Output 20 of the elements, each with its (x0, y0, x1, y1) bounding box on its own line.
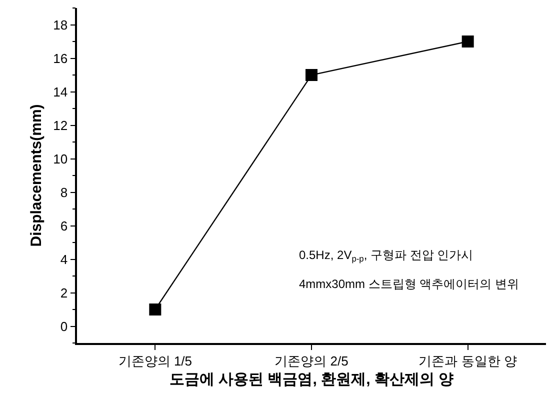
y-tick-label: 6 (60, 218, 68, 234)
x-tick-label: 기존양의 2/5 (274, 353, 348, 368)
annotation: 0.5Hz, 2V$_{p-p}$, 구형파 전압 인가시 (299, 248, 474, 264)
y-axis-title: Displacements(mm) (28, 104, 45, 247)
y-tick-label: 4 (60, 252, 68, 267)
annotation: 4mmx30mm 스트립형 액추에이터의 변위 (299, 277, 520, 291)
x-axis-title: 도금에 사용된 백금염, 환원제, 확산제의 양 (169, 370, 454, 388)
y-tick-label: 8 (60, 184, 68, 200)
y-tick-label: 0 (60, 318, 68, 334)
y-tick-label: 10 (53, 151, 68, 166)
x-tick-label: 기존과 동일한 양 (418, 353, 517, 368)
y-tick-label: 12 (53, 118, 68, 133)
x-tick-label: 기존양의 1/5 (118, 353, 192, 368)
y-tick-label: 16 (53, 50, 68, 66)
point (462, 36, 474, 48)
y-tick-label: 2 (60, 285, 68, 300)
y-tick-label: 14 (53, 84, 68, 100)
point (149, 304, 162, 316)
y-tick-label: 18 (53, 17, 68, 32)
point (306, 69, 318, 81)
